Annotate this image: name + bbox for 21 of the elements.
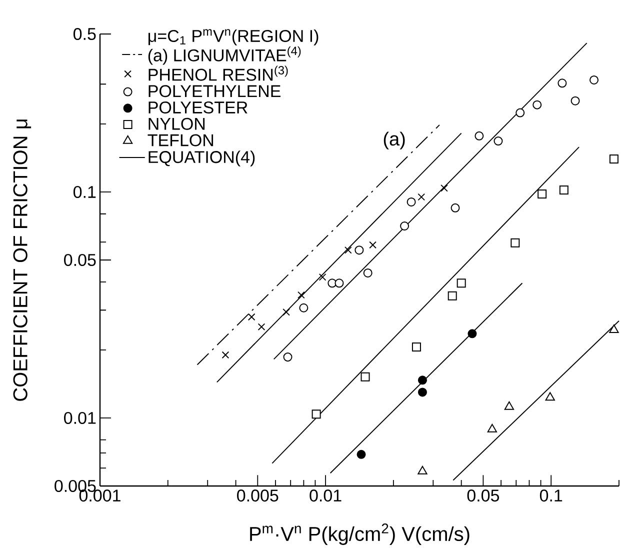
x-axis-title: P$^{m}$·V$^{n}$ P(kg/cm$^{2}$) V(cm/s) (250, 524, 470, 545)
y-tick-label: 0.005 (54, 480, 96, 492)
x-tick-label: 0.1 (540, 490, 562, 502)
y-tick-label: 0.05 (64, 254, 96, 266)
annotation: (a) (384, 132, 405, 150)
y-axis-title: COEFFICIENT OF FRICTION μ (13, 120, 32, 401)
x-tick-label: 0.01 (310, 490, 342, 502)
x-tick-label: 0.005 (237, 490, 278, 502)
y-tick-label: 0.01 (64, 412, 96, 424)
x-tick-label: 0.001 (79, 490, 120, 502)
legend-label: EQUATION(4) (148, 150, 255, 166)
x-tick-label: 0.05 (467, 490, 500, 502)
y-tick-label: 0.5 (73, 28, 96, 40)
legend-label: (a) LIGNUMVITAE$^{(4)}$ (148, 46, 301, 65)
legend-label: PHENOL RESIN$^{(3)}$ (148, 66, 288, 81)
legend-label: NYLON (148, 118, 205, 130)
legend-label: POLYESTER (148, 101, 248, 114)
y-tick-label: 0.1 (73, 186, 96, 198)
legend-label: POLYETHYLENE (148, 85, 280, 98)
legend-label: TEFLON (148, 134, 214, 146)
legend-title: μ=C$_{1}$ P$^{m}$V$^{n}$(REGION I) (148, 29, 318, 46)
